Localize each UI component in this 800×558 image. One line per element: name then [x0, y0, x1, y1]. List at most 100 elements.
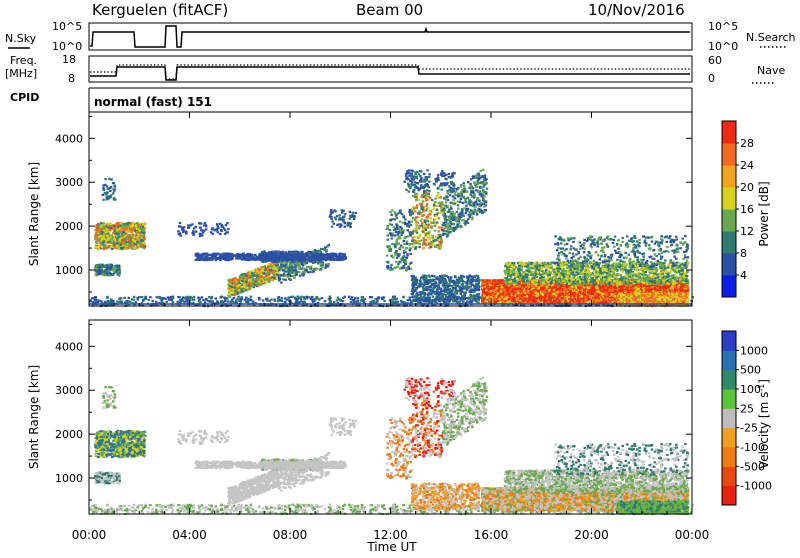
power-cell — [314, 298, 317, 300]
power-cell — [474, 298, 477, 300]
power-cell — [114, 238, 117, 240]
power-cell — [484, 182, 487, 184]
power-cell — [116, 245, 119, 247]
power-cell — [428, 292, 431, 294]
power-cell — [415, 216, 418, 218]
power-cell — [423, 300, 426, 302]
power-cell — [484, 201, 487, 203]
power-cell — [340, 224, 343, 226]
power-cell — [106, 297, 109, 299]
power-cell — [470, 295, 473, 297]
power-cell — [460, 277, 463, 279]
power-cell — [110, 238, 113, 240]
power-cell — [416, 296, 419, 298]
power-cell — [431, 199, 434, 201]
power-cell — [284, 279, 287, 281]
power-cell — [273, 300, 276, 302]
power-cell — [353, 218, 356, 220]
power-cell — [456, 211, 459, 213]
power-cell — [389, 211, 392, 213]
power-cell — [356, 300, 359, 302]
power-cell — [403, 240, 406, 242]
power-cell — [388, 245, 391, 247]
power-cell — [467, 218, 470, 220]
power-cell — [469, 183, 472, 185]
power-cell — [125, 225, 128, 227]
power-cell — [422, 200, 425, 202]
power-cell — [434, 229, 437, 231]
power-cell — [234, 255, 237, 257]
power-cell — [143, 238, 146, 240]
power-cell — [473, 290, 476, 292]
power-cell — [452, 202, 455, 204]
power-cell — [390, 214, 393, 216]
power-cell — [264, 259, 267, 261]
power-cell — [468, 280, 471, 282]
power-cell — [434, 218, 437, 220]
power-cell — [199, 227, 202, 229]
power-cell — [427, 297, 430, 299]
power-cell — [341, 217, 344, 219]
power-cell — [284, 275, 287, 277]
power-cell — [223, 297, 226, 299]
power-cell — [406, 247, 409, 249]
power-cell — [133, 296, 136, 298]
power-cell — [468, 214, 471, 216]
nsky-tick-top: 10^5 — [52, 20, 82, 33]
power-cell — [459, 192, 462, 194]
nsky-panel: N.Sky 10^5 10^0 10^5 10^0 N.Search — [5, 20, 796, 53]
power-cell — [96, 224, 99, 226]
power-cell — [437, 197, 440, 199]
power-cell — [217, 253, 220, 255]
power-cell — [117, 265, 120, 267]
power-cell — [403, 259, 406, 261]
power-cell — [98, 300, 101, 302]
power-cell — [260, 255, 263, 257]
power-cell — [106, 196, 109, 198]
freq-tick-top: 18 — [62, 53, 76, 66]
power-cell — [417, 240, 420, 242]
power-cell — [317, 259, 320, 261]
power-cell — [420, 239, 423, 241]
power-cell — [102, 274, 105, 276]
power-cell — [246, 259, 249, 261]
power-cell — [122, 231, 125, 233]
power-cell — [237, 292, 240, 294]
power-cell — [195, 231, 198, 233]
power-cell — [177, 230, 180, 232]
freq-panel: Freq. [MHz] 18 8 60 0 Nave — [5, 53, 785, 85]
power-cell — [286, 298, 289, 300]
power-cell — [342, 254, 345, 256]
power-cell — [450, 228, 453, 230]
power-cell — [387, 225, 390, 227]
power-cell — [456, 281, 459, 283]
power-cell — [142, 234, 145, 236]
power-cell — [307, 271, 310, 273]
power-cell — [426, 283, 429, 285]
power-cell — [247, 272, 250, 274]
power-cell — [113, 247, 116, 249]
power-cell — [416, 279, 419, 281]
power-cell — [223, 257, 226, 259]
power-cell — [402, 229, 405, 231]
power-cell — [301, 263, 304, 265]
power-cell — [220, 301, 223, 303]
power-cell — [94, 237, 97, 239]
power-cell — [344, 213, 347, 215]
power-cell — [141, 296, 144, 298]
power-cell — [219, 233, 222, 235]
power-cell — [155, 301, 158, 303]
power-cell — [420, 196, 423, 198]
power-cell — [303, 301, 306, 303]
power-cell — [438, 243, 441, 245]
power-cell — [122, 241, 125, 243]
power-cell — [330, 211, 333, 213]
power-cell — [402, 216, 405, 218]
power-cell — [451, 211, 454, 213]
power-cell — [470, 209, 473, 211]
power-cell — [220, 253, 223, 255]
power-cell — [321, 266, 324, 268]
power-cell — [454, 275, 457, 277]
freq-label-1: Freq. — [10, 54, 37, 67]
power-cell — [333, 301, 336, 303]
